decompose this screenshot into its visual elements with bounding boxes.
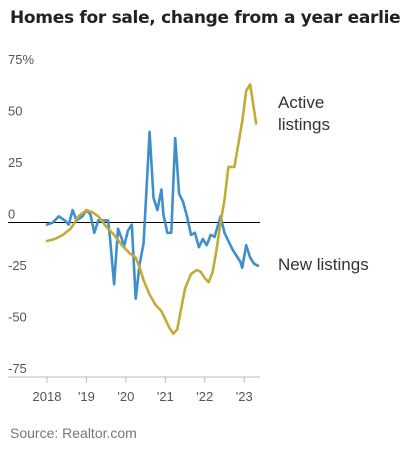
x-tick-label: '19	[78, 389, 95, 404]
source-note: Source: Realtor.com	[10, 425, 137, 441]
x-tick-label: '20	[117, 389, 134, 404]
x-tick-label: '21	[157, 389, 174, 404]
chart-title: Homes for sale, change from a year earli…	[10, 8, 400, 28]
y-tick-label: -25	[8, 258, 27, 273]
x-axis: 2018 '19 '20 '21 '22 '23	[8, 376, 260, 404]
new-listings-label: New listings	[278, 255, 369, 274]
active-listings-label-line: Active	[278, 93, 324, 112]
y-tick-label: -75	[8, 361, 27, 376]
active-listings-label: Active listings	[278, 93, 330, 134]
y-axis-ticks: 75% 50 25 0 -25 -50 -75	[8, 52, 260, 376]
y-tick-label: 25	[8, 155, 22, 170]
active-listings-label-line: listings	[278, 115, 330, 134]
x-tick-label: '23	[236, 389, 253, 404]
series-labels: Active listings New listings	[278, 93, 369, 274]
y-tick-label: 0	[8, 207, 15, 222]
y-tick-label: 75%	[8, 52, 34, 67]
y-tick-label: -50	[8, 310, 27, 325]
y-tick-label: 50	[8, 104, 22, 119]
new-listings-line	[45, 130, 260, 300]
series-lines	[45, 83, 260, 335]
x-tick-label: '22	[196, 389, 213, 404]
x-tick-label: 2018	[33, 389, 62, 404]
active-listings-line	[45, 83, 258, 335]
